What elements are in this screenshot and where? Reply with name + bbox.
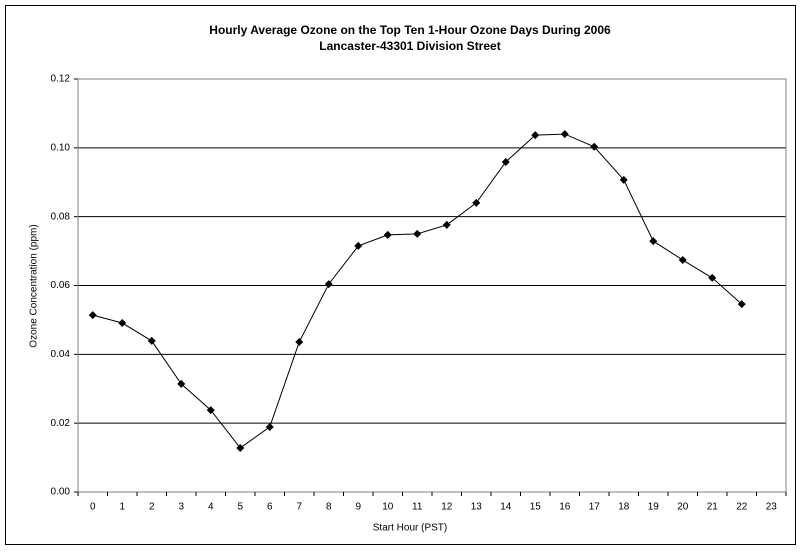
- y-tick-label: 0.12: [51, 74, 71, 85]
- x-tick-label: 3: [178, 502, 184, 513]
- marker: [590, 142, 599, 151]
- x-tick-label: 8: [326, 502, 332, 513]
- y-tick-label: 0.10: [51, 142, 71, 153]
- x-tick-label: 9: [355, 502, 361, 513]
- x-tick-label: 6: [267, 502, 273, 513]
- marker: [88, 311, 97, 320]
- marker: [472, 198, 481, 207]
- x-tick-label: 2: [149, 502, 155, 513]
- x-tick-label: 22: [736, 502, 748, 513]
- x-tick-label: 17: [589, 502, 601, 513]
- marker: [265, 422, 274, 431]
- marker: [324, 280, 333, 289]
- marker: [531, 131, 540, 140]
- marker: [708, 273, 717, 282]
- marker: [383, 230, 392, 239]
- marker: [236, 443, 245, 452]
- y-tick-label: 0.00: [51, 487, 71, 498]
- x-tick-label: 18: [618, 502, 630, 513]
- chart-border: [5, 5, 796, 545]
- x-tick-label: 0: [90, 502, 96, 513]
- chart-title: Hourly Average Ozone on the Top Ten 1-Ho…: [209, 23, 611, 37]
- y-axis-label: Ozone Concentration (ppm): [29, 224, 40, 347]
- marker: [619, 175, 628, 184]
- x-tick-label: 11: [412, 502, 423, 513]
- marker: [560, 130, 569, 139]
- y-tick-label: 0.06: [51, 280, 71, 291]
- marker: [118, 319, 127, 328]
- y-tick-label: 0.02: [51, 418, 71, 429]
- x-tick-label: 7: [296, 502, 302, 513]
- marker: [442, 220, 451, 229]
- marker: [177, 379, 186, 388]
- marker: [649, 237, 658, 246]
- x-tick-label: 5: [237, 502, 243, 513]
- marker: [413, 229, 422, 238]
- chart-subtitle: Lancaster-43301 Division Street: [319, 39, 500, 53]
- x-tick-label: 12: [441, 502, 453, 513]
- marker: [295, 337, 304, 346]
- x-axis-label: Start Hour (PST): [373, 523, 447, 534]
- x-tick-label: 19: [648, 502, 660, 513]
- x-tick-label: 4: [208, 502, 214, 513]
- x-tick-label: 15: [530, 502, 542, 513]
- x-tick-label: 1: [119, 502, 125, 513]
- x-tick-label: 14: [500, 502, 512, 513]
- y-tick-label: 0.08: [51, 211, 71, 222]
- marker: [737, 300, 746, 309]
- y-tick-label: 0.04: [51, 349, 71, 360]
- marker: [678, 256, 687, 265]
- x-tick-label: 21: [707, 502, 719, 513]
- marker: [147, 336, 156, 345]
- x-tick-label: 20: [677, 502, 689, 513]
- x-tick-label: 23: [766, 502, 778, 513]
- marker: [206, 406, 215, 415]
- x-tick-label: 16: [559, 502, 571, 513]
- marker: [501, 157, 510, 166]
- marker: [354, 241, 363, 250]
- x-tick-label: 10: [382, 502, 394, 513]
- x-tick-label: 13: [471, 502, 483, 513]
